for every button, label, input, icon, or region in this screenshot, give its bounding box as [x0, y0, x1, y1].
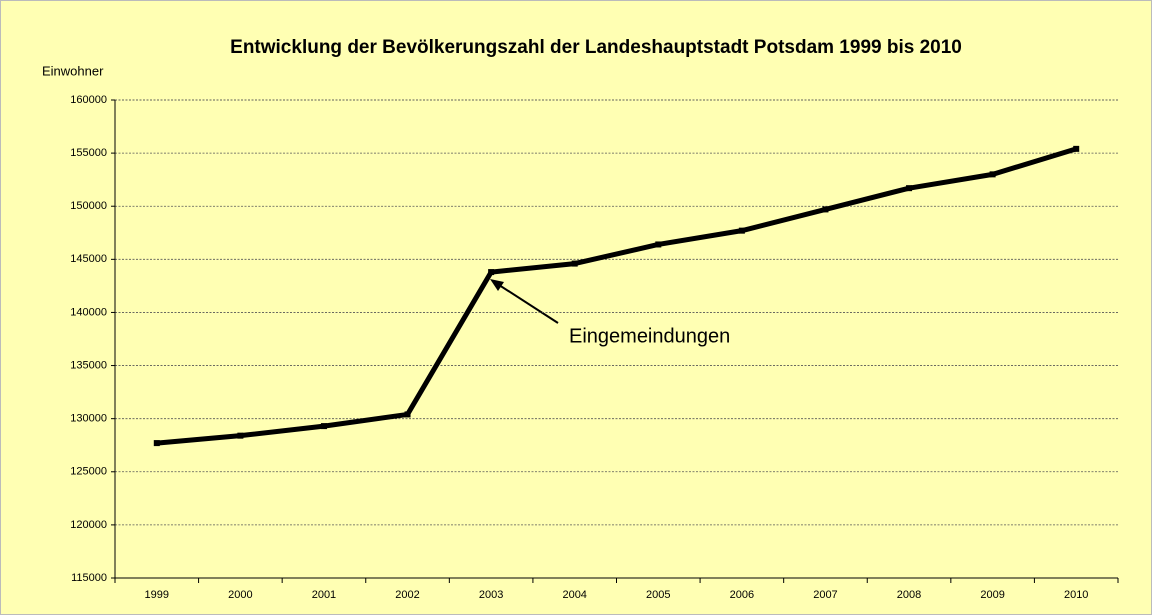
- y-tick-label: 140000: [70, 306, 107, 318]
- y-tick-label: 125000: [70, 466, 107, 478]
- y-axis-label: Einwohner: [42, 63, 104, 78]
- x-tick-label: 2000: [228, 589, 252, 601]
- y-tick-label: 120000: [70, 519, 107, 531]
- y-tick-label: 155000: [70, 147, 107, 159]
- annotation-arrow: [495, 282, 559, 324]
- point: [488, 269, 495, 276]
- y-tick-label: 130000: [70, 413, 107, 425]
- chart-title: Entwicklung der Bevölkerungszahl der Lan…: [230, 37, 962, 58]
- x-tick-label: 2008: [897, 589, 921, 601]
- y-tick-label: 160000: [70, 94, 107, 106]
- point: [320, 423, 327, 430]
- point: [655, 241, 662, 248]
- x-tick-label: 2009: [980, 589, 1004, 601]
- x-tick-label: 2002: [395, 589, 419, 601]
- point: [153, 440, 160, 447]
- point: [822, 206, 829, 213]
- point: [1073, 145, 1080, 152]
- y-tick-label: 135000: [70, 359, 107, 371]
- point: [404, 411, 411, 418]
- annotation: Eingemeindungen: [569, 325, 730, 347]
- y-tick-label: 150000: [70, 200, 107, 212]
- point: [906, 185, 913, 192]
- line: [156, 146, 1077, 446]
- x-tick-label: 2003: [479, 589, 503, 601]
- x-tick-label: 2006: [730, 589, 754, 601]
- x-tick-label: 2004: [562, 589, 586, 601]
- point: [571, 260, 578, 267]
- x-tick-label: 1999: [145, 589, 169, 601]
- point: [989, 171, 996, 178]
- x-tick-label: 2005: [646, 589, 670, 601]
- point: [738, 227, 745, 234]
- annotation-arrowhead: [490, 279, 504, 291]
- y-tick-label: 145000: [70, 253, 107, 265]
- y-tick-label: 115000: [71, 572, 107, 584]
- x-tick-label: 2001: [312, 589, 336, 601]
- point: [237, 432, 244, 439]
- x-tick-label: 2010: [1064, 589, 1088, 601]
- x-tick-label: 2007: [813, 589, 837, 601]
